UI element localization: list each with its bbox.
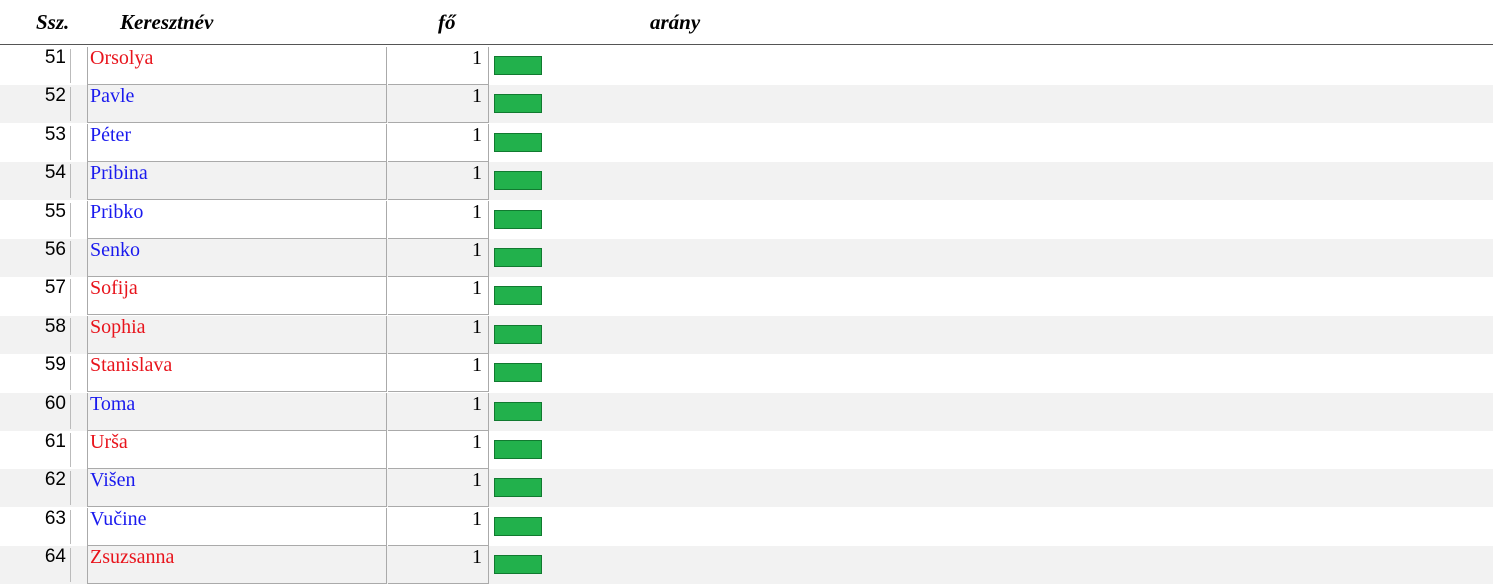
first-name: Stanislava xyxy=(87,354,387,393)
table-row: 63 Vučine 1 xyxy=(0,507,1493,546)
ratio-bar xyxy=(494,248,542,267)
ratio-bar xyxy=(494,286,542,306)
table-row: 52 Pavle 1 xyxy=(0,85,1493,124)
row-number: 61 xyxy=(44,431,66,452)
ratio-bar xyxy=(494,363,542,383)
first-name: Pribko xyxy=(87,200,387,239)
row-number: 63 xyxy=(44,507,66,529)
count: 1 xyxy=(388,507,489,546)
cell-border xyxy=(70,317,71,352)
cell-border xyxy=(70,394,71,429)
header-count: fő xyxy=(438,10,456,34)
cell-border xyxy=(70,87,71,122)
table-row: 62 Višen 1 xyxy=(0,469,1493,508)
count: 1 xyxy=(388,123,489,162)
table-row: 61 Urša 1 xyxy=(0,431,1493,469)
row-number: 54 xyxy=(44,162,66,184)
table-row: 54 Pribina 1 xyxy=(0,162,1493,201)
cell-border xyxy=(70,202,71,237)
row-number: 58 xyxy=(44,315,66,337)
count: 1 xyxy=(388,85,489,124)
table-row: 59 Stanislava 1 xyxy=(0,354,1493,393)
table-row: 60 Toma 1 xyxy=(0,392,1493,431)
header-ratio: arány xyxy=(650,10,701,34)
first-name: Péter xyxy=(87,123,387,162)
cell-border xyxy=(70,509,71,544)
first-name: Pribina xyxy=(87,162,387,201)
ratio-bar xyxy=(494,171,542,191)
ratio-bar xyxy=(494,401,542,421)
row-number: 53 xyxy=(44,123,66,145)
ratio-bar xyxy=(494,555,542,575)
cell-border xyxy=(70,125,71,160)
cell-border xyxy=(70,241,71,275)
count: 1 xyxy=(388,546,489,584)
first-name: Sophia xyxy=(87,315,387,354)
first-name: Vučine xyxy=(87,507,387,546)
header-name: Keresztnév xyxy=(120,10,214,34)
count: 1 xyxy=(388,354,489,393)
first-name: Toma xyxy=(87,392,387,431)
ratio-bar xyxy=(494,516,542,536)
header-ssz: Ssz. xyxy=(36,10,70,34)
table-row: 57 Sofija 1 xyxy=(0,277,1493,316)
count: 1 xyxy=(388,162,489,201)
ratio-bar xyxy=(494,132,542,152)
ratio-bar xyxy=(494,324,542,344)
count: 1 xyxy=(388,47,489,85)
row-number: 51 xyxy=(44,47,66,68)
table-row: 55 Pribko 1 xyxy=(0,200,1493,239)
count: 1 xyxy=(388,239,489,277)
count: 1 xyxy=(388,431,489,469)
row-number: 52 xyxy=(44,85,66,107)
cell-border xyxy=(70,471,71,506)
table-row: 58 Sophia 1 xyxy=(0,315,1493,354)
count: 1 xyxy=(388,469,489,508)
cell-border xyxy=(70,433,71,467)
header-rule xyxy=(0,44,1493,45)
first-name: Senko xyxy=(87,239,387,277)
row-number: 62 xyxy=(44,469,66,491)
row-number: 60 xyxy=(44,392,66,414)
table-row: 51 Orsolya 1 xyxy=(0,47,1493,85)
cell-border xyxy=(70,548,71,583)
ratio-bar xyxy=(494,478,542,498)
first-name: Pavle xyxy=(87,85,387,124)
cell-border xyxy=(70,356,71,391)
first-name: Višen xyxy=(87,469,387,508)
ratio-bar xyxy=(494,440,542,459)
row-number: 57 xyxy=(44,277,66,299)
first-name: Sofija xyxy=(87,277,387,316)
count: 1 xyxy=(388,392,489,431)
count: 1 xyxy=(388,200,489,239)
count: 1 xyxy=(388,277,489,316)
table-row: 53 Péter 1 xyxy=(0,123,1493,162)
first-name: Urša xyxy=(87,431,387,469)
count: 1 xyxy=(388,315,489,354)
ratio-bar xyxy=(494,94,542,114)
first-name: Zsuzsanna xyxy=(87,546,387,584)
table-row: 64 Zsuzsanna 1 xyxy=(0,546,1493,584)
row-number: 55 xyxy=(44,200,66,222)
table-row: 56 Senko 1 xyxy=(0,239,1493,277)
cell-border xyxy=(70,49,71,83)
row-number: 64 xyxy=(44,546,66,568)
cell-border xyxy=(70,279,71,314)
ratio-bar xyxy=(494,56,542,75)
ratio-bar xyxy=(494,209,542,229)
cell-border xyxy=(70,164,71,199)
row-number: 59 xyxy=(44,354,66,376)
row-number: 56 xyxy=(44,239,66,260)
first-name: Orsolya xyxy=(87,47,387,85)
